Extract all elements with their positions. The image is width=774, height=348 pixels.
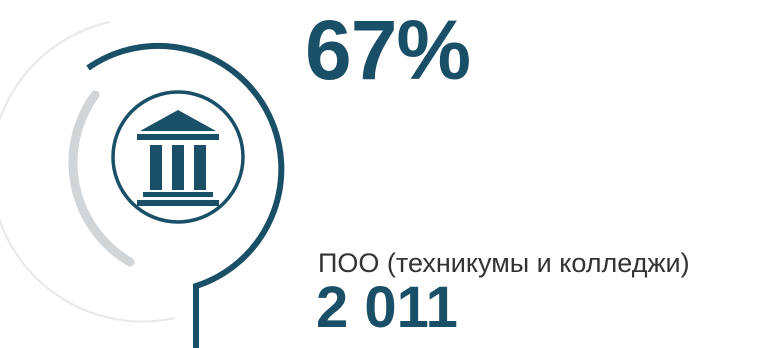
institution-building-icon xyxy=(137,110,219,206)
icon-circle xyxy=(111,90,245,224)
count-value: 2 011 xyxy=(316,275,458,340)
percent-value: 67% xyxy=(305,3,471,97)
category-label: ПОО (техникумы и колледжи) xyxy=(318,248,690,278)
progress-ring-arc xyxy=(86,42,285,348)
gray-track-arc xyxy=(68,90,135,267)
outer-track-arc xyxy=(0,21,176,323)
